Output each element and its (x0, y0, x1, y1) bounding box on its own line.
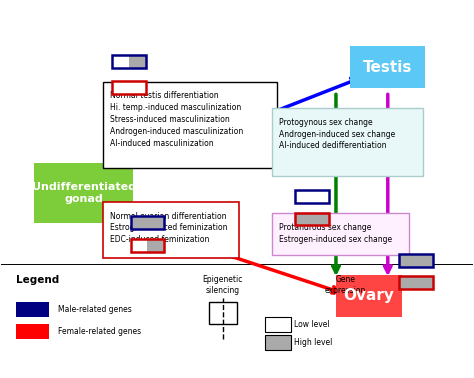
FancyBboxPatch shape (103, 82, 277, 168)
FancyBboxPatch shape (35, 163, 133, 223)
Bar (312, 213, 329, 225)
FancyBboxPatch shape (16, 302, 48, 317)
Text: Testis: Testis (363, 60, 412, 74)
Text: Normal testis differentiation
Hi. temp.-induced masculinization
Stress-induced m: Normal testis differentiation Hi. temp.-… (110, 91, 243, 148)
Text: Normal ovarian differentiation
Estrogen-induced feminization
EDC-induced feminiz: Normal ovarian differentiation Estrogen-… (110, 212, 227, 244)
Text: Undifferentiated
gonad: Undifferentiated gonad (32, 182, 136, 203)
FancyBboxPatch shape (350, 46, 426, 88)
Bar (128, 81, 146, 94)
Text: Gene
expression: Gene expression (325, 275, 366, 295)
Bar (112, 55, 128, 68)
Text: Female-related genes: Female-related genes (58, 327, 141, 336)
Text: Legend: Legend (16, 275, 59, 285)
FancyBboxPatch shape (265, 317, 291, 332)
Bar (399, 254, 416, 266)
Bar (399, 276, 416, 289)
FancyBboxPatch shape (103, 202, 239, 259)
FancyBboxPatch shape (336, 275, 402, 317)
Bar (130, 217, 147, 229)
Bar (147, 239, 164, 252)
Bar (312, 190, 329, 203)
Text: Epigenetic
silencing: Epigenetic silencing (203, 275, 243, 295)
Bar (416, 254, 433, 266)
Bar (295, 213, 312, 225)
Bar (128, 55, 146, 68)
FancyBboxPatch shape (265, 335, 291, 350)
Text: Male-related genes: Male-related genes (58, 305, 132, 314)
Text: Protogynous sex change
Androgen-induced sex change
AI-induced dedifferentiation: Protogynous sex change Androgen-induced … (279, 118, 396, 150)
Text: High level: High level (293, 338, 332, 347)
Text: Ovary: Ovary (344, 288, 394, 304)
Bar (147, 217, 164, 229)
Bar (295, 190, 312, 203)
Bar (112, 81, 128, 94)
Bar (130, 239, 147, 252)
Text: Protandrous sex change
Estrogen-induced sex change: Protandrous sex change Estrogen-induced … (279, 223, 392, 243)
FancyBboxPatch shape (209, 302, 237, 324)
Bar (416, 276, 433, 289)
FancyBboxPatch shape (273, 214, 409, 255)
FancyBboxPatch shape (273, 108, 423, 176)
Text: Low level: Low level (293, 319, 329, 328)
FancyBboxPatch shape (16, 324, 48, 339)
